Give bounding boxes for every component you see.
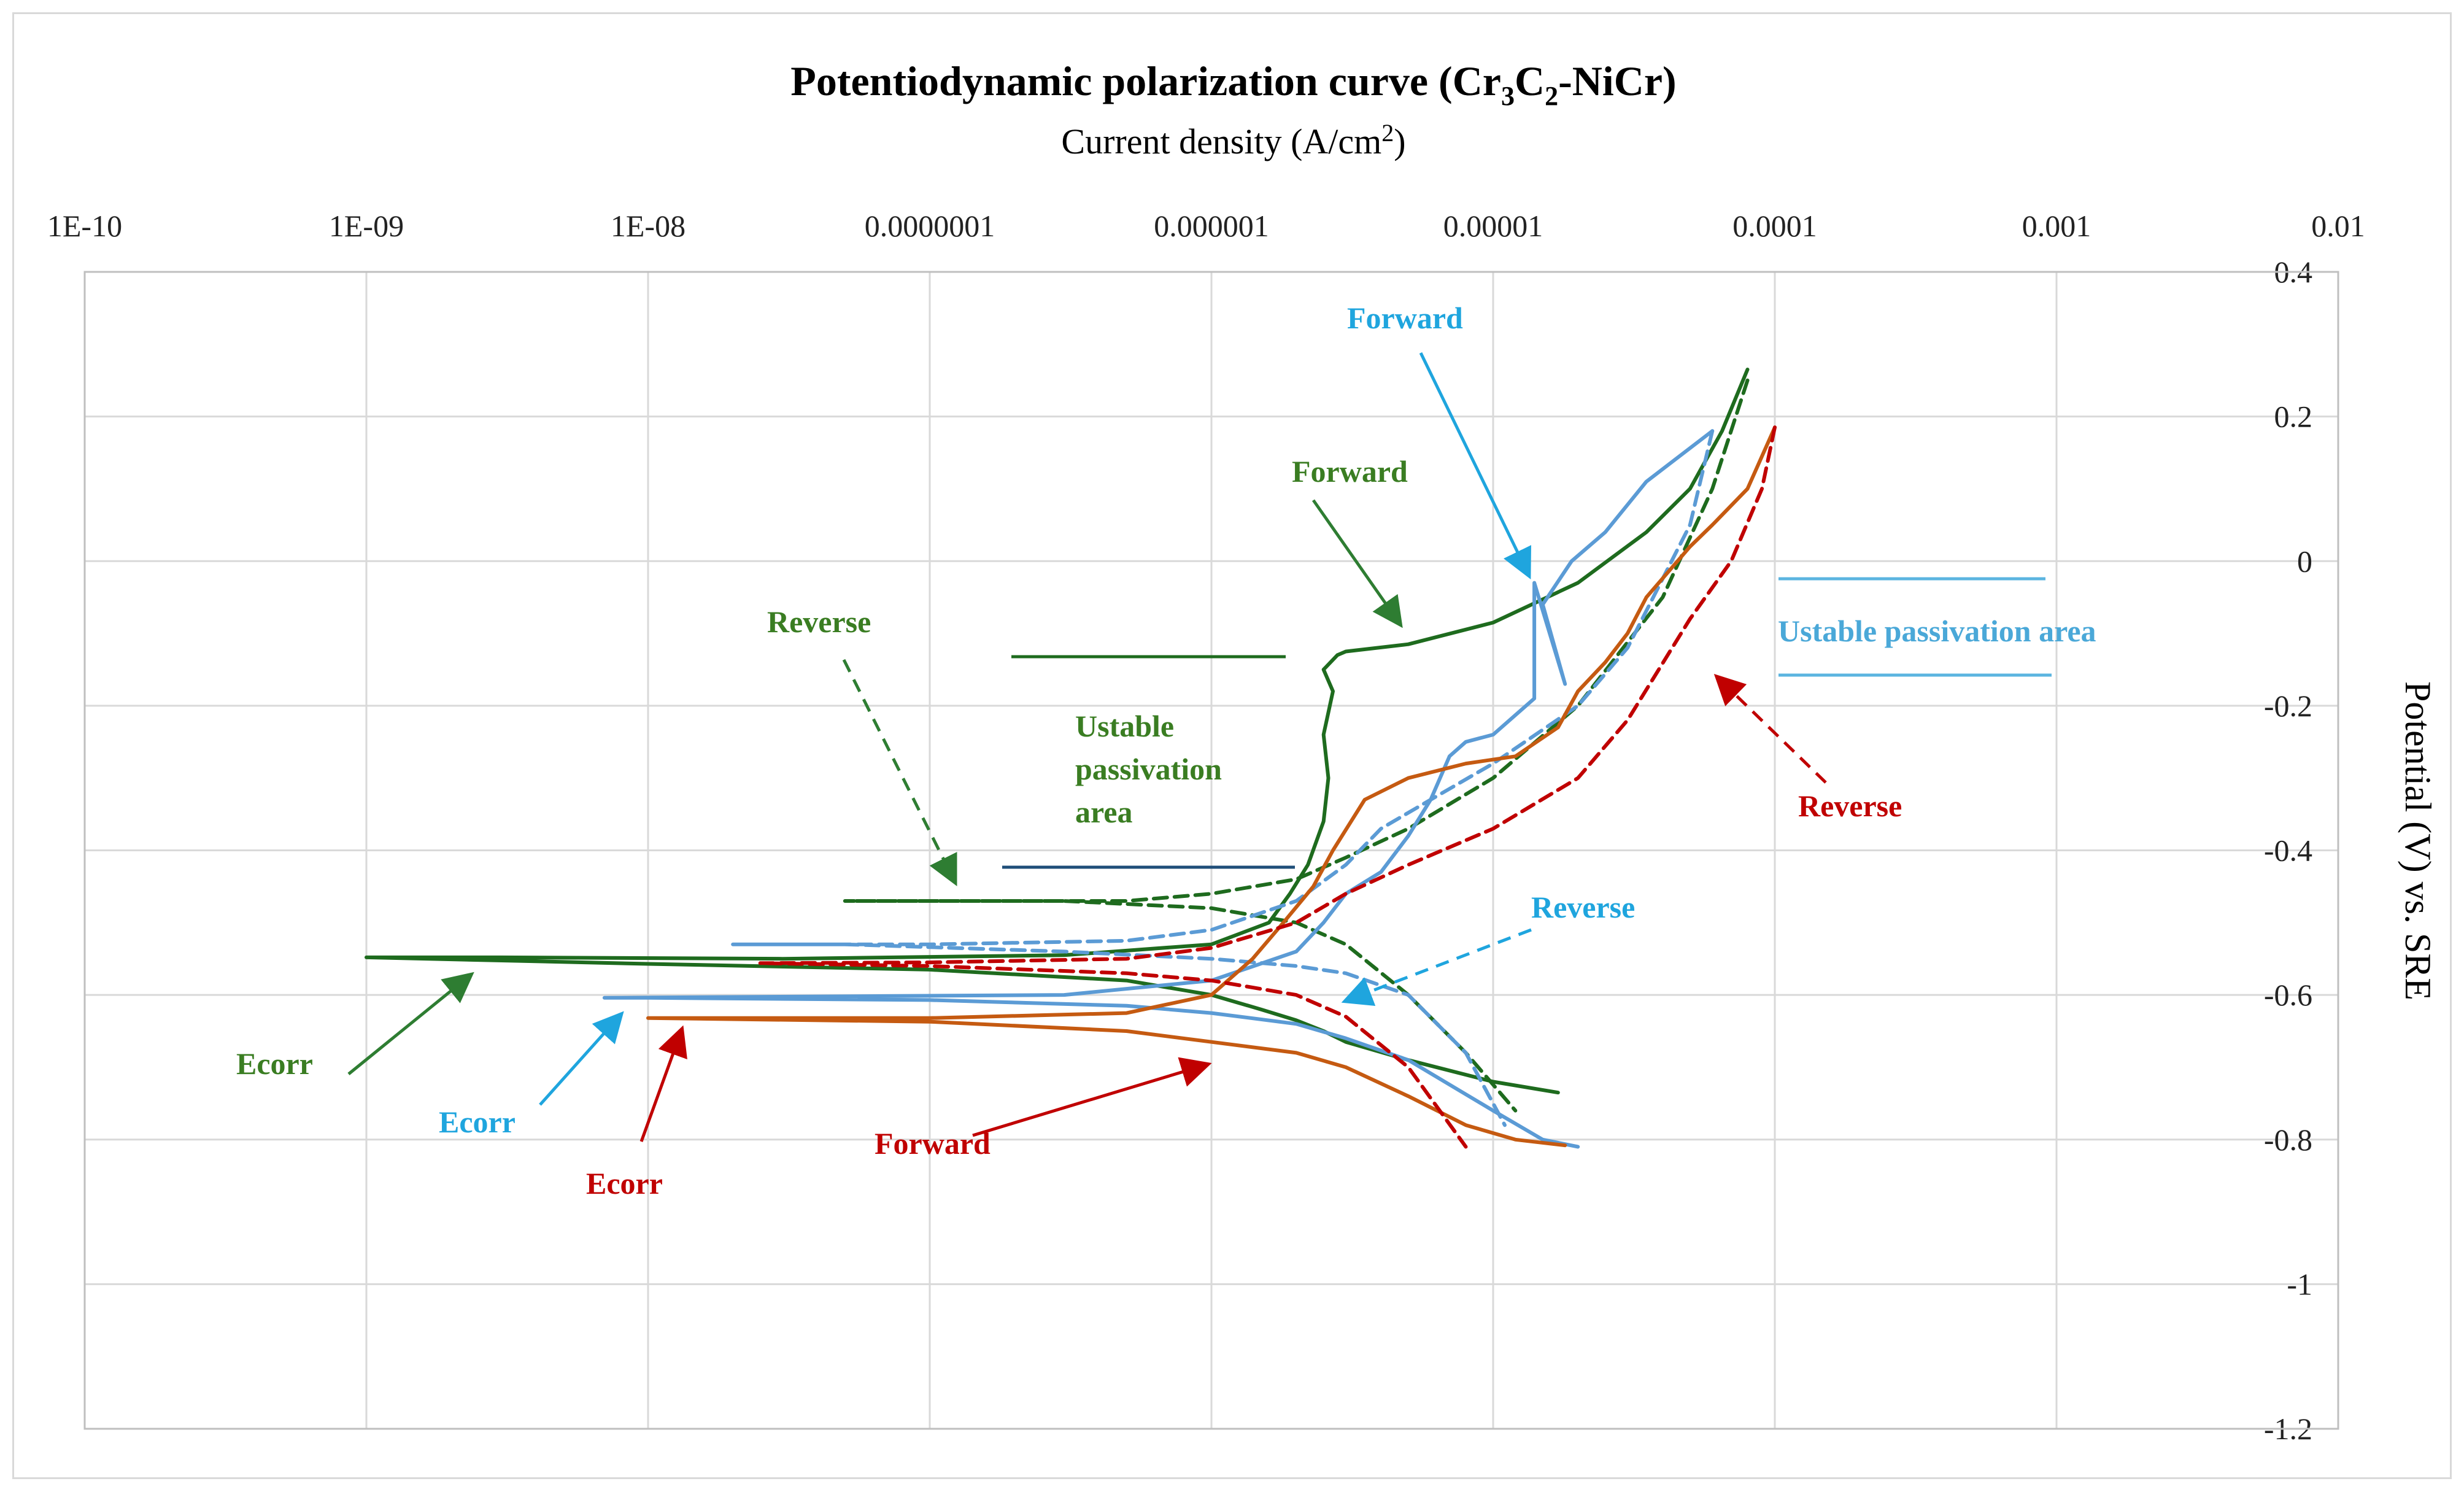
x-tick-label: 1E-10: [47, 209, 122, 243]
y-tick-label: -0.8: [2264, 1123, 2312, 1157]
label-blue-ecorr: Ecorr: [439, 1105, 516, 1139]
y-tick-label: -0.4: [2264, 833, 2312, 868]
series-line-orange-reverse: [758, 425, 1777, 1149]
arrow-green-forward: [1311, 499, 1403, 628]
x-axis-title: Current density (A/cm2): [1061, 119, 1405, 161]
x-tick-label: 0.01: [2311, 209, 2365, 243]
label-green-reverse: Reverse: [767, 605, 871, 639]
chart-frame: [12, 12, 2452, 1479]
arrow-blue-forward: [1419, 352, 1531, 579]
data-series: [365, 368, 1777, 1149]
arrow-red-reverse: [1713, 674, 1827, 784]
x-tick-label: 0.000001: [1154, 209, 1269, 243]
chart-title-sub2: 2: [1545, 81, 1558, 111]
label-green-area: area: [1075, 795, 1132, 829]
series-line-blue-forward: [602, 429, 1715, 1149]
annotation-labels: Forward Reverse Ustable passivation area…: [236, 301, 2096, 1200]
label-blue-forward: Forward: [1347, 301, 1463, 335]
y-tick-label: 0: [2297, 544, 2312, 578]
arrow-green-reverse: [842, 659, 957, 886]
x-tick-label: 0.00001: [1443, 209, 1543, 243]
chart-title-main: Potentiodynamic polarization curve (Cr: [790, 58, 1501, 104]
arrow-green-ecorr: [347, 972, 474, 1075]
y-tick-label: -1: [2287, 1267, 2312, 1301]
x-tick-label: 0.0000001: [865, 209, 995, 243]
label-green-ecorr: Ecorr: [236, 1046, 313, 1081]
chart-title: Potentiodynamic polarization curve (Cr3C…: [790, 58, 1676, 111]
x-tick-label: 0.001: [2022, 209, 2091, 243]
x-axis-title-tail: ): [1394, 122, 1405, 161]
label-blue-reverse: Reverse: [1531, 890, 1635, 924]
x-tick-label: 1E-08: [611, 209, 686, 243]
plot-area-border: [83, 271, 2339, 1430]
label-red-forward: Forward: [875, 1126, 991, 1161]
label-green-ustable: Ustable: [1075, 709, 1174, 743]
chart-title-sub1: 3: [1501, 81, 1515, 111]
label-green-passivation: passivation: [1075, 752, 1222, 786]
annotation-arrows: [347, 352, 1827, 1142]
arrow-blue-reverse: [1341, 928, 1532, 1007]
series-line-orange-forward: [646, 425, 1777, 1148]
arrow-blue-ecorr: [539, 1011, 624, 1106]
series-line-green-reverse: [843, 378, 1750, 1113]
chart-title-tail: -NiCr): [1558, 58, 1677, 104]
series-line-blue-reverse: [731, 429, 1715, 1127]
grid-lines: [85, 272, 2338, 1429]
series-line-green-forward: [365, 368, 1750, 1095]
arrow-red-forward: [972, 1057, 1212, 1137]
x-axis-title-main: Current density (A/cm: [1061, 122, 1381, 161]
y-tick-labels: 0.40.20-0.2-0.4-0.6-0.8-1-1.2: [2264, 255, 2312, 1446]
label-blue-ustable-passivation: Ustable passivation area: [1778, 614, 2096, 648]
label-red-reverse: Reverse: [1798, 789, 1902, 823]
x-tick-labels: 1E-10 1E-09 1E-08 0.0000001 0.000001 0.00001 0…: [47, 209, 2365, 243]
x-tick-label: 0.0001: [1732, 209, 1817, 243]
x-axis-title-sup: 2: [1381, 119, 1394, 147]
chart-title-mid: C: [1515, 58, 1545, 104]
y-tick-label: -0.2: [2264, 689, 2312, 723]
y-tick-label: -0.6: [2264, 978, 2312, 1012]
x-tick-label: 1E-09: [329, 209, 404, 243]
label-red-ecorr: Ecorr: [586, 1166, 663, 1200]
label-green-forward: Forward: [1292, 454, 1408, 489]
y-axis-title: Potential (V) vs. SRE: [2398, 681, 2438, 1000]
arrow-red-ecorr: [639, 1025, 687, 1142]
y-tick-label: 0.2: [2274, 400, 2313, 434]
